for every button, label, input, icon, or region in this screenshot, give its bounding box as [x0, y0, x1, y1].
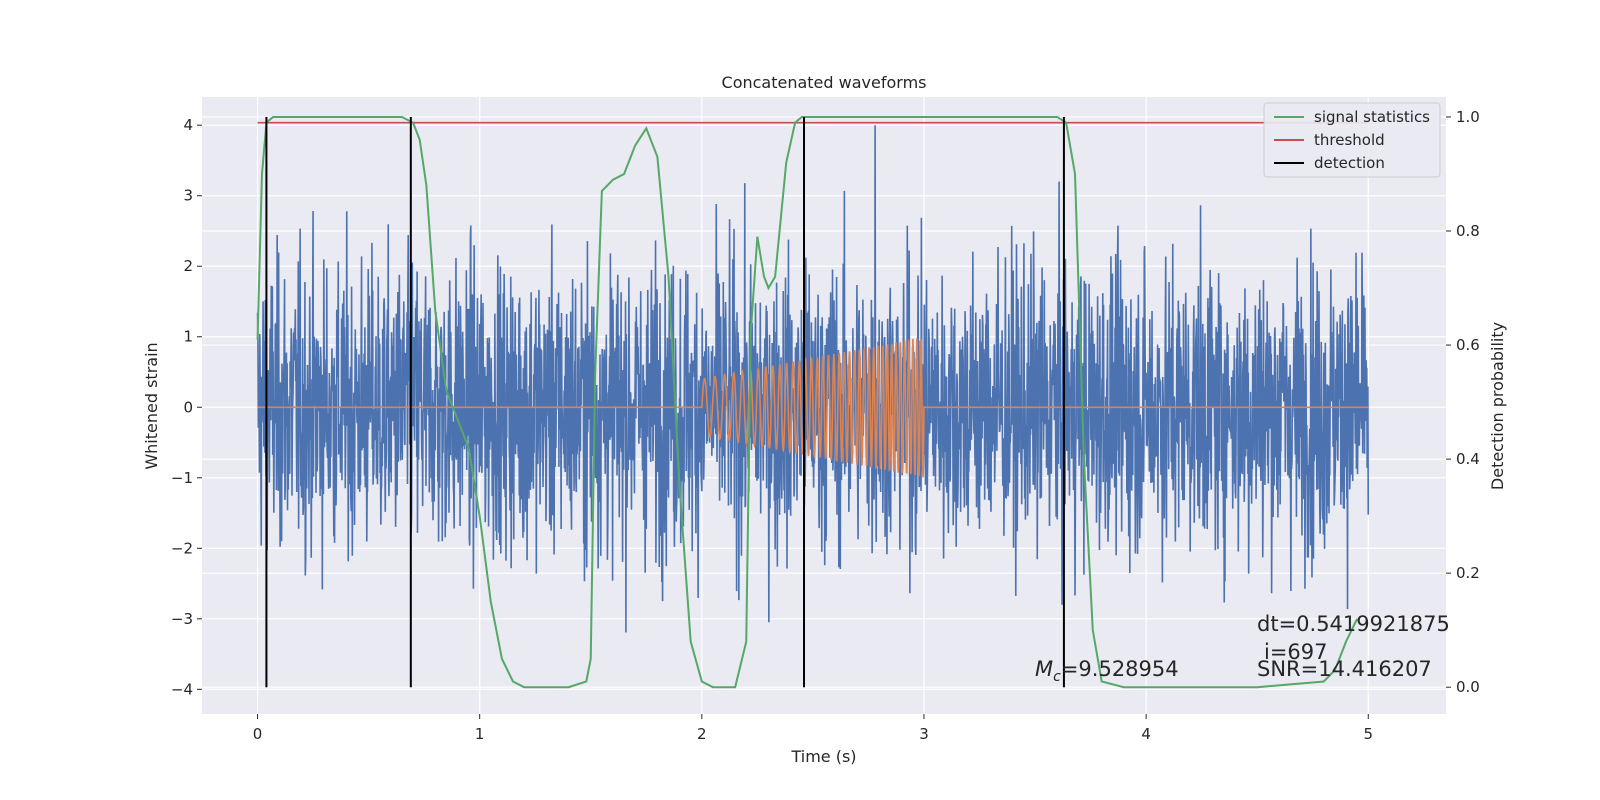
y-tick-label: 0 [183, 398, 193, 416]
axis-ticks: 0 1 2 3 4 5 −4 −3 −2 −1 0 1 2 3 4 0.0 0.2 0.4 0.6 0.8 1.0 [171, 108, 1480, 743]
y-tick-label: −4 [171, 680, 193, 698]
x-tick-label: 2 [697, 725, 707, 743]
legend: signal statistics threshold detection [1263, 102, 1441, 178]
legend-box [1263, 102, 1441, 178]
signal-statistics-line [256, 115, 1359, 689]
annotation-dt: dt=0.5419921875 [1257, 612, 1450, 636]
chirp-line [257, 338, 1369, 478]
x-tick-label: 0 [253, 725, 263, 743]
chirp-mass-subscript: c [1053, 669, 1061, 685]
y2-tick-label: 0.6 [1456, 336, 1480, 354]
x-tick-label: 4 [1141, 725, 1151, 743]
chirp-waveform-series [257, 338, 1369, 478]
x-tick-label: 1 [475, 725, 485, 743]
y-tick-label: 4 [183, 116, 193, 134]
x-axis-label: Time (s) [790, 747, 856, 766]
y2-axis-label: Detection probability [1488, 322, 1507, 490]
annotation-index: i=697 [1264, 640, 1328, 664]
y-tick-label: 2 [183, 257, 193, 275]
y2-tick-label: 0.0 [1456, 678, 1480, 696]
signal-statistics-series [256, 115, 1359, 689]
detection-series [265, 116, 1065, 688]
chirp-mass-value: =9.528954 [1061, 657, 1179, 681]
x-tick-label: 5 [1363, 725, 1373, 743]
annotation-snr: SNR=14.416207 [1257, 657, 1432, 681]
legend-threshold-label: threshold [1314, 131, 1385, 149]
whitened-strain-series [256, 125, 1370, 633]
chirp-mass-symbol: M [1035, 657, 1053, 681]
y2-tick-label: 0.2 [1456, 564, 1480, 582]
annotation-chirp-mass: Mc=9.528954 [1035, 657, 1179, 685]
legend-detection-label: detection [1314, 154, 1385, 172]
y2-tick-label: 0.4 [1456, 450, 1480, 468]
chart-title: Concatenated waveforms [722, 73, 927, 92]
y2-tick-label: 1.0 [1456, 108, 1480, 126]
y-tick-label: 3 [183, 187, 193, 205]
x-tick-label: 3 [919, 725, 929, 743]
y-tick-label: −3 [171, 610, 193, 628]
legend-signal-label: signal statistics [1314, 108, 1430, 126]
y-axis-label: Whitened strain [142, 342, 161, 469]
whitened-strain-line [256, 125, 1370, 633]
y-tick-label: 1 [183, 328, 193, 346]
y-tick-label: −2 [171, 539, 193, 557]
y2-tick-label: 0.8 [1456, 222, 1480, 240]
y-tick-label: −1 [171, 469, 193, 487]
